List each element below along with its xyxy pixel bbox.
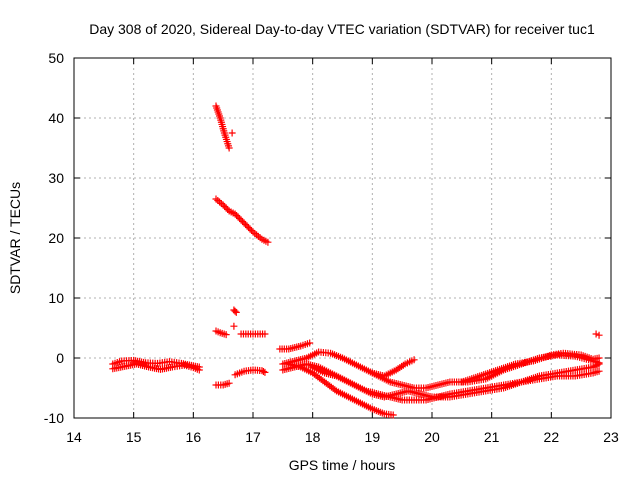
data-point	[259, 368, 267, 375]
y-tick-label: 20	[48, 230, 64, 246]
data-point	[231, 210, 239, 218]
data-point	[595, 331, 603, 339]
y-tick-label: -10	[44, 410, 64, 426]
axis-ticks: 14 15 16 17 18 19 20 21 22 23 -10 0 10 20 30 40 50	[44, 50, 619, 445]
data-point	[261, 368, 269, 376]
data-point	[219, 201, 227, 209]
data-point	[233, 212, 241, 219]
y-axis-label: SDTVAR / TECUs	[7, 182, 23, 294]
data-series-seg-p	[309, 360, 603, 401]
x-tick-label: 18	[305, 429, 321, 445]
data-series-seg-s	[592, 330, 603, 339]
x-tick-label: 20	[424, 429, 440, 445]
y-tick-label: 40	[48, 110, 64, 126]
data-series-seg-o	[285, 360, 397, 419]
data-point	[331, 386, 339, 394]
y-tick-label: 30	[48, 170, 64, 186]
data-point	[230, 322, 238, 330]
data-series-seg-g	[230, 322, 238, 330]
data-series-seg-q	[368, 356, 418, 380]
data-point	[232, 308, 240, 316]
data-point	[595, 354, 603, 362]
data-series-seg-h	[212, 327, 230, 339]
grid	[74, 58, 611, 418]
x-tick-label: 23	[603, 429, 619, 445]
data-series-seg-i	[237, 330, 269, 338]
data-point	[245, 224, 253, 231]
data-point	[222, 204, 230, 212]
data-point	[248, 227, 256, 234]
data-point	[221, 203, 229, 210]
data-points	[109, 102, 603, 419]
data-point	[595, 360, 603, 368]
data-series-seg-l	[276, 339, 314, 353]
y-tick-label: 50	[48, 50, 64, 66]
data-point	[240, 219, 248, 227]
data-point	[228, 129, 236, 137]
x-axis-label: GPS time / hours	[289, 457, 396, 473]
data-series-seg-b	[109, 360, 203, 374]
data-point	[234, 213, 242, 221]
data-point	[225, 379, 233, 387]
y-tick-label: 10	[48, 290, 64, 306]
data-point	[243, 222, 251, 230]
data-series-seg-c	[212, 102, 233, 152]
data-series-seg-j	[212, 379, 233, 389]
data-series-seg-k	[231, 366, 269, 379]
data-point	[264, 238, 272, 246]
data-point	[239, 218, 247, 225]
data-point	[195, 366, 203, 374]
data-point	[410, 356, 418, 364]
x-tick-label: 19	[365, 429, 381, 445]
data-point	[306, 339, 314, 347]
data-point	[237, 216, 245, 224]
chart-title: Day 308 of 2020, Sidereal Day-to-day VTE…	[89, 21, 595, 37]
data-series-seg-f	[230, 306, 240, 316]
data-point	[592, 330, 600, 338]
data-point	[389, 411, 397, 419]
x-tick-label: 22	[544, 429, 560, 445]
data-point	[222, 331, 230, 339]
y-tick-label: 0	[56, 350, 64, 366]
x-tick-label: 17	[245, 429, 261, 445]
data-point	[225, 144, 233, 152]
x-tick-label: 16	[186, 429, 202, 445]
data-series-seg-d	[228, 129, 236, 137]
data-point	[231, 307, 239, 315]
data-series-seg-e	[212, 195, 272, 246]
x-tick-label: 14	[66, 429, 82, 445]
x-tick-label: 21	[484, 429, 500, 445]
data-point	[236, 215, 244, 222]
data-series-seg-r	[458, 349, 603, 386]
data-point	[246, 225, 254, 233]
x-tick-label: 15	[126, 429, 142, 445]
data-point	[261, 330, 269, 338]
data-point	[595, 367, 603, 375]
data-point	[242, 221, 250, 228]
